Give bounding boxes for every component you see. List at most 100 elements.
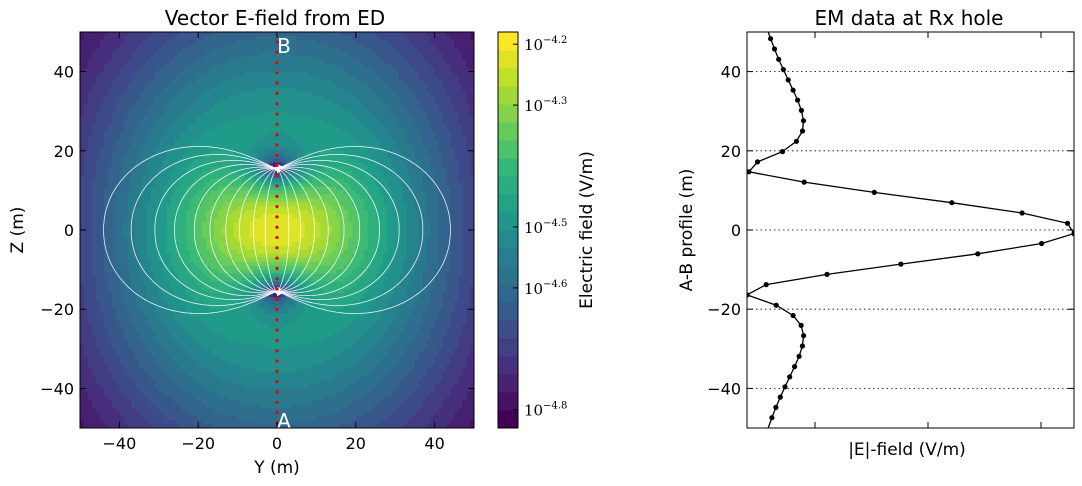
heatmap-cell [154,249,160,255]
heatmap-cell [150,325,156,330]
heatmap-cell [257,237,262,243]
heatmap-cell [99,336,105,342]
heatmap-cell [123,131,128,136]
heatmap-cell [241,91,247,96]
heatmap-cell [190,372,195,378]
heatmap-cell [123,138,128,144]
heatmap-cell [158,63,164,69]
heatmap-cell [269,210,274,215]
heatmap-cell [87,190,93,195]
heatmap-cell [241,416,247,421]
heatmap-cell [213,230,219,235]
heatmap-cell [225,420,231,425]
heatmap-cell [119,261,124,267]
heatmap-cell [123,305,128,310]
heatmap-cell [146,412,152,417]
heatmap-cell [213,241,219,247]
heatmap-cell [150,269,156,275]
heatmap-cell [217,226,223,231]
heatmap-cell [111,372,117,378]
heatmap-cell [190,352,195,358]
heatmap-cell [83,111,89,116]
heatmap-cell [166,162,172,168]
heatmap-cell [80,249,85,255]
heatmap-cell [83,43,89,49]
heatmap-cell [83,170,89,176]
heatmap-cell [154,273,160,279]
heatmap-cell [170,289,176,294]
heatmap-cell [103,206,109,211]
heatmap-cell [233,190,239,195]
heatmap-cell [225,336,231,342]
heatmap-cell [269,222,274,227]
heatmap-cell [202,190,207,195]
heatmap-cell [115,301,120,306]
heatmap-cell [261,150,266,156]
heatmap-cell [261,356,266,362]
heatmap-cell [210,392,215,397]
heatmap-cell [225,356,231,362]
heatmap-cell [103,39,109,45]
heatmap-cell [111,301,117,306]
heatmap-cell [166,364,172,370]
heatmap-cell [158,364,164,370]
heatmap-cell [99,146,105,152]
heatmap-cell [269,83,274,89]
heatmap-cell [221,408,227,413]
heatmap-cell [162,273,168,279]
heatmap-cell [213,420,219,425]
heatmap-cell [217,87,223,92]
heatmap-cell [241,269,247,275]
heatmap-cell [162,317,168,322]
heatmap-cell [273,107,278,112]
heatmap-cell [87,420,93,425]
heatmap-cell [241,412,247,417]
heatmap-cell [131,131,136,136]
heatmap-cell [202,79,207,85]
heatmap-cell [127,305,132,310]
heatmap-cell [237,352,243,358]
heatmap-cell [233,269,239,275]
heatmap-cell [87,134,93,140]
heatmap-cell [127,237,132,243]
heatmap-cell [233,134,239,140]
heatmap-cell [139,51,144,57]
heatmap-cell [162,59,168,65]
heatmap-cell [80,95,85,100]
heatmap-cell [241,222,247,227]
heatmap-cell [233,111,239,116]
heatmap-cell [241,261,247,267]
heatmap-cell [269,67,274,73]
heatmap-cell [170,138,176,144]
heatmap-cell [174,297,180,302]
heatmap-cell [249,321,254,326]
heatmap-cell [166,408,172,413]
heatmap-cell [198,309,203,314]
heatmap-cell [221,412,227,417]
heatmap-cell [210,154,215,160]
heatmap-cell [233,412,239,417]
heatmap-cell [111,99,117,104]
heatmap-cell [190,87,195,92]
heatmap-cell [99,202,105,207]
heatmap-cell [210,309,215,314]
heatmap-cell [99,372,105,378]
heatmap-cell [154,412,160,417]
heatmap-cell [119,329,124,334]
heatmap-cell [213,138,219,144]
heatmap-cell [253,95,258,100]
heatmap-cell [269,103,274,108]
heatmap-cell [213,162,219,168]
heatmap-cell [80,257,85,263]
heatmap-cell [162,222,168,227]
heatmap-cell [131,79,136,85]
heatmap-cell [182,190,187,195]
heatmap-cell [131,364,136,370]
heatmap-cell [198,404,203,409]
heatmap-cell [241,103,247,108]
heatmap-cell [273,301,278,306]
heatmap-cell [245,400,251,405]
heatmap-cell [146,170,152,176]
heatmap-cell [143,115,148,120]
heatmap-cell [210,400,215,405]
